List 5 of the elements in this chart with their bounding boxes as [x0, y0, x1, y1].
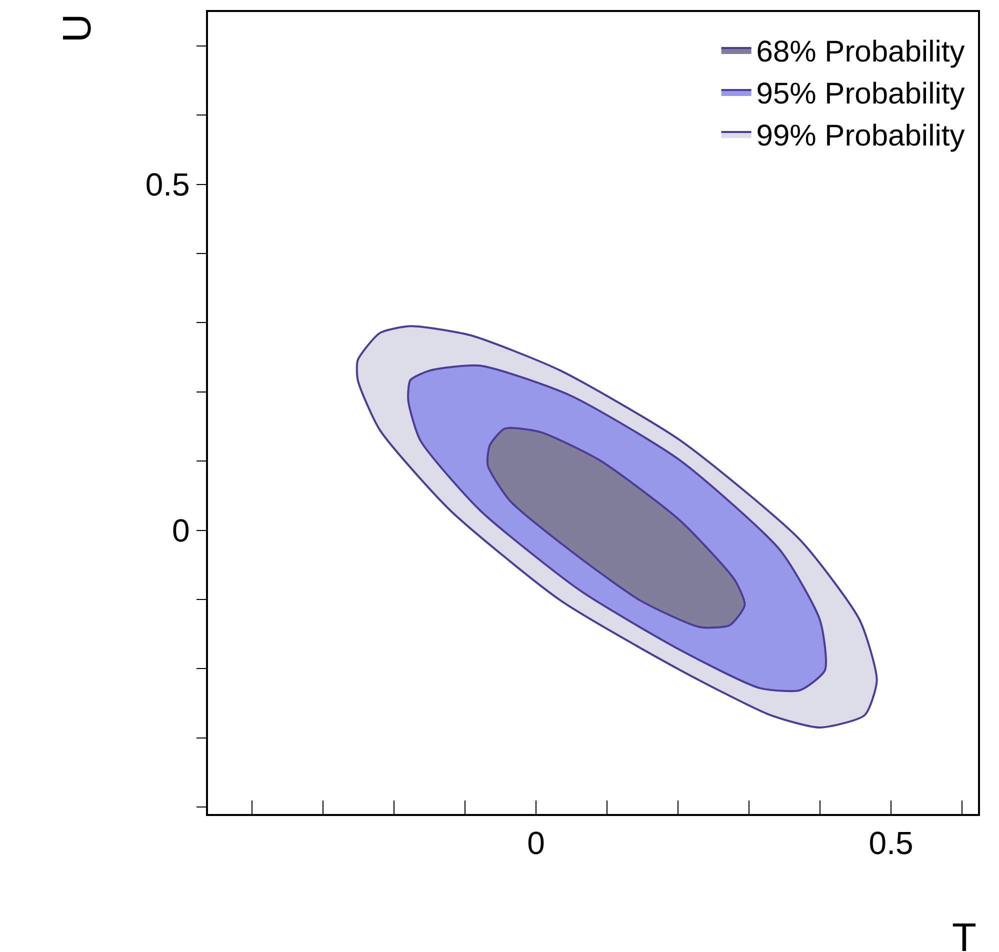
legend-label: 99% Probability — [756, 120, 965, 153]
x-axis-title: T — [952, 916, 976, 952]
legend-label: 68% Probability — [756, 36, 965, 69]
y-axis-title: U — [56, 14, 100, 43]
legend-label: 95% Probability — [756, 78, 965, 111]
